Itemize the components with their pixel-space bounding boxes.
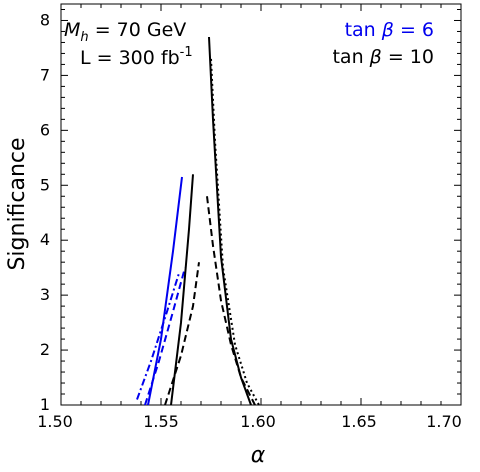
y-tick-label: 8	[40, 10, 50, 29]
y-tick-labels: 1 2 3 4 5 6 7 8	[40, 10, 50, 414]
legend-tanbeta-10-prefix: tan	[332, 46, 369, 68]
mass-value: = 70 GeV	[89, 19, 187, 41]
y-axis-label: Significance	[5, 137, 30, 270]
axis-ticks	[60, 4, 462, 406]
series-line	[144, 267, 186, 406]
x-tick-label: 1.65	[341, 412, 377, 431]
luminosity-annotation: L = 300 fb-1	[80, 45, 193, 69]
x-tick-label: 1.55	[143, 412, 179, 431]
luminosity-exponent: -1	[180, 45, 193, 60]
y-tick-label: 3	[40, 285, 50, 304]
mass-annotation: Mh = 70 GeV	[64, 19, 186, 45]
legend-tanbeta-10-beta: β	[369, 46, 382, 68]
series-line	[164, 262, 200, 406]
x-tick-label: 1.60	[240, 412, 276, 431]
y-tick-label: 4	[40, 230, 50, 249]
mass-subscript: h	[80, 30, 88, 45]
y-tick-label: 5	[40, 175, 50, 194]
mass-symbol: M	[64, 19, 80, 41]
series-line	[206, 196, 256, 406]
series-line	[208, 36, 252, 406]
y-tick-label: 7	[40, 65, 50, 84]
series-line	[210, 58, 260, 406]
legend-tanbeta-6: tan β = 6	[345, 19, 434, 41]
x-tick-labels: 1.50 1.55 1.60 1.65 1.70	[37, 412, 462, 431]
series-line	[170, 174, 194, 406]
y-tick-label: 1	[40, 395, 50, 414]
x-axis-label: α	[251, 443, 266, 468]
series-line	[136, 272, 180, 400]
legend-tanbeta-6-value: = 6	[394, 19, 434, 41]
legend-tanbeta-6-beta: β	[381, 19, 394, 41]
y-tick-label: 2	[40, 340, 50, 359]
x-tick-label: 1.70	[426, 412, 462, 431]
legend-tanbeta-10-value: = 10	[382, 46, 434, 68]
legend-tanbeta-6-prefix: tan	[345, 19, 382, 41]
luminosity-value: L = 300 fb	[80, 47, 180, 69]
y-tick-label: 6	[40, 120, 50, 139]
x-tick-label: 1.50	[37, 412, 73, 431]
series-layer	[136, 36, 260, 406]
legend-tanbeta-10: tan β = 10	[332, 46, 434, 68]
